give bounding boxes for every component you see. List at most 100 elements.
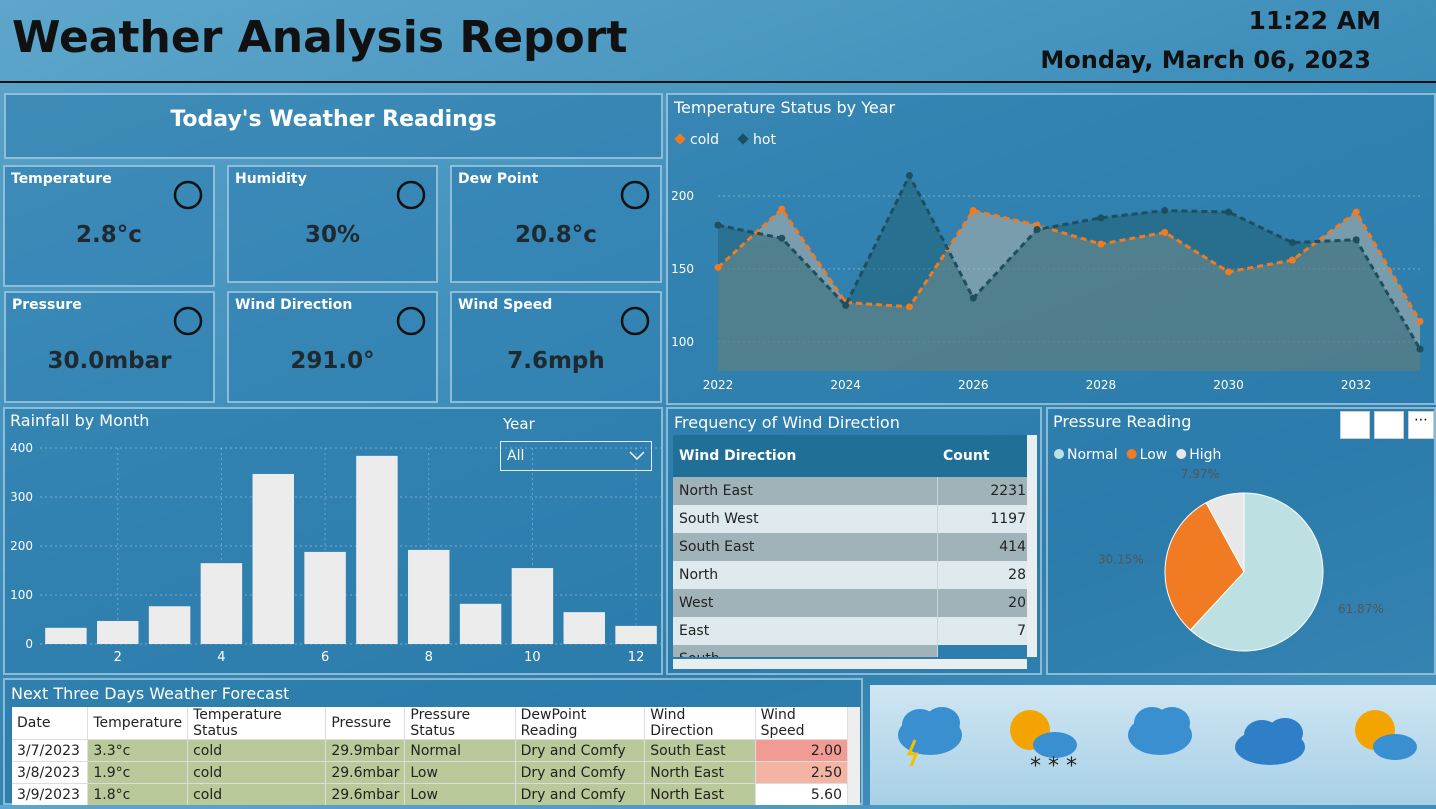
x-tick-label: 10 [524, 650, 541, 665]
readings-header: Today's Weather Readings [4, 93, 663, 159]
y-tick-label: 150 [671, 262, 694, 276]
reading-card: Dew Point 20.8°c [450, 165, 662, 283]
column-header: DewPoint Reading [515, 707, 646, 740]
y-tick-label: 100 [10, 588, 33, 602]
table-cell: South East [673, 533, 938, 561]
bar [356, 455, 398, 644]
pie-panel: Pressure Reading Normal Low High 61.87% 30.15… [1046, 407, 1436, 675]
filter-button[interactable] [1340, 411, 1370, 439]
table-cell: 3/9/2023 [12, 783, 89, 805]
table-cell: 3/7/2023 [12, 739, 89, 762]
h-scrollbar[interactable] [673, 659, 1027, 669]
point [1352, 236, 1360, 244]
scrollbar[interactable] [1027, 435, 1037, 657]
point [905, 172, 913, 180]
table-cell: cold [187, 739, 327, 762]
column-header: Pressure [325, 707, 406, 740]
y-tick-label: 200 [671, 189, 694, 203]
slicer-value: All [507, 448, 525, 464]
point [969, 294, 977, 302]
icon-shape [173, 180, 203, 210]
column-header: Wind Direction [644, 707, 756, 740]
forecast-title: Next Three Days Weather Forecast [11, 684, 290, 703]
report-title: Weather Analysis Report [12, 12, 628, 63]
y-tick-label: 200 [10, 539, 33, 553]
pie-slice [1205, 492, 1245, 573]
bar [148, 606, 191, 644]
y-tick-label: 100 [671, 335, 694, 349]
date: Monday, March 06, 2023 [1040, 46, 1371, 74]
x-tick-label: 2028 [1086, 378, 1117, 392]
point [1225, 268, 1233, 276]
table-cell: 2.00 [755, 739, 848, 762]
reading-card: Temperature 2.8°c [3, 165, 215, 287]
table-row: West 20 [673, 589, 1027, 617]
data-label: 30.15% [1098, 553, 1144, 567]
table-cell: cold [187, 761, 327, 784]
wind-table: Wind Direction Count North East 2231 South W… [673, 435, 1027, 657]
point [1352, 208, 1360, 216]
table-row: South [673, 645, 1027, 657]
point [969, 207, 977, 215]
table-cell: 1197 [937, 505, 1027, 533]
point [1097, 214, 1105, 222]
scrollbar[interactable] [848, 707, 860, 805]
chart-title: Pressure Reading [1053, 412, 1191, 431]
table-cell: 29.9mbar [325, 739, 406, 762]
line-chart: Temperature Status by Year cold hot 100 150 2… [671, 98, 1424, 392]
table-cell: North East [644, 783, 756, 805]
table-cell: 1.8°c [87, 783, 189, 805]
x-tick-label: 2024 [830, 378, 861, 392]
icon-strip: * * * [870, 685, 1436, 805]
wind-title: Frequency of Wind Direction [674, 413, 900, 432]
point [778, 205, 786, 213]
more-button[interactable]: ⋯ [1408, 411, 1434, 439]
y-tick-label: 300 [10, 490, 33, 504]
point [842, 301, 850, 309]
readings-title: Today's Weather Readings [170, 107, 497, 132]
column-header: Pressure Status [404, 707, 516, 740]
area [718, 209, 1420, 371]
column-header: Temperature [87, 707, 189, 740]
table-row: East 7 [673, 617, 1027, 645]
data-label: 7.97% [1181, 467, 1219, 481]
table-cell: South [673, 645, 938, 657]
icon-shape [396, 306, 426, 336]
point [1416, 317, 1424, 325]
bar [97, 620, 139, 644]
x-tick-label: 8 [425, 650, 433, 665]
bar [563, 612, 605, 644]
table-cell: Low [404, 783, 516, 805]
x-tick-label: 2032 [1341, 378, 1372, 392]
legend-label: High [1189, 447, 1221, 463]
bar [615, 625, 657, 644]
column-header: Temperature Status [187, 707, 327, 740]
bar-panel: Rainfall by Month 0 100 200 300 400 2 4 6 8 10 12 Y… [3, 407, 663, 675]
y-tick-label: 400 [10, 441, 33, 455]
line-panel: Temperature Status by Year cold hot 100 150 2… [666, 93, 1436, 405]
x-tick-label: 4 [217, 650, 225, 665]
table-cell: 28 [937, 561, 1027, 589]
focus-button[interactable] [1374, 411, 1404, 439]
table-cell: 414 [937, 533, 1027, 561]
card-label: Dew Point [458, 171, 539, 187]
point [1097, 240, 1105, 248]
icon-shape [173, 306, 203, 336]
card-value: 20.8°c [515, 222, 597, 248]
year-slicer[interactable]: All [500, 441, 652, 471]
table-row: 3/7/2023 3.3°c cold 29.9mbar Normal Dry and C… [12, 739, 848, 762]
point [1033, 226, 1041, 234]
slicer-label: Year [503, 415, 535, 433]
table-cell: Dry and Comfy [515, 739, 646, 762]
table-cell: Dry and Comfy [515, 761, 646, 784]
x-tick-label: 6 [321, 650, 329, 665]
table-cell: Low [404, 761, 516, 784]
card-label: Wind Speed [458, 297, 553, 313]
time: 11:22 AM [1248, 6, 1381, 35]
table-cell: 29.6mbar [325, 761, 406, 784]
table-cell: 29.6mbar [325, 783, 406, 805]
reading-card: Wind Direction 291.0° [227, 291, 438, 403]
reading-card: Humidity 30% [227, 165, 438, 283]
pie-slice [1164, 502, 1245, 631]
